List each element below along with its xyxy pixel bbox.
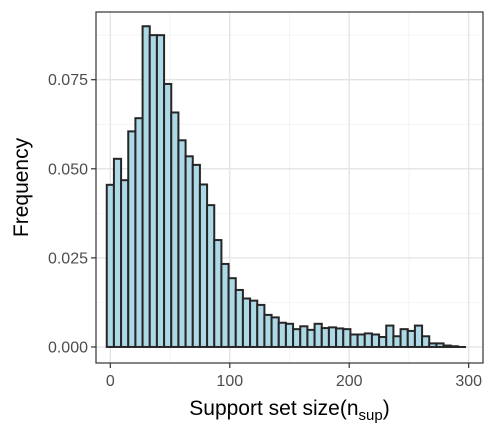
histogram-bar	[256, 303, 266, 348]
histogram-bar	[134, 117, 144, 348]
histogram-bar	[127, 130, 137, 348]
x-axis-title: Support set size(nsup)	[189, 397, 389, 424]
histogram-bar	[392, 335, 402, 348]
x-tick-label: 200	[336, 373, 363, 390]
y-tick-label: 0.050	[48, 161, 88, 178]
histogram-bar	[177, 139, 187, 348]
histogram-bar	[428, 342, 438, 348]
histogram-bar	[206, 204, 216, 348]
histogram-bar	[198, 183, 209, 348]
histogram-bar	[284, 322, 295, 348]
histogram-bar	[234, 288, 244, 348]
x-tick-label: 0	[106, 373, 115, 390]
histogram-bar	[277, 321, 287, 348]
histogram-bar	[170, 111, 180, 348]
histogram-bar	[313, 322, 323, 348]
histogram-bar	[191, 163, 201, 348]
y-tick-label: 0.075	[48, 72, 88, 89]
histogram-bar	[105, 183, 115, 348]
bars	[105, 25, 467, 348]
x-tick-label: 300	[455, 373, 482, 390]
histogram-bar	[399, 328, 409, 348]
tick-labels: 0.000 0.025 0.050 0.075 0 100 200 300	[48, 72, 482, 390]
histogram-bar	[385, 324, 395, 348]
histogram-bar	[449, 345, 459, 348]
histogram-bar	[442, 344, 452, 348]
histogram-bar	[120, 179, 130, 348]
histogram-bar	[292, 328, 302, 348]
histogram-bar	[241, 297, 252, 348]
histogram-bar	[249, 299, 259, 348]
histogram-bar	[112, 157, 123, 348]
histogram-bar	[320, 327, 330, 348]
panel-border	[95, 11, 484, 364]
histogram-bar	[342, 328, 352, 348]
histogram-bar	[306, 328, 316, 348]
histogram-bar	[299, 325, 309, 348]
histogram-bar	[363, 332, 373, 348]
histogram-bar	[155, 34, 166, 348]
histogram-bar	[378, 335, 388, 348]
y-tick-label: 0.025	[48, 250, 88, 267]
histogram-bar	[227, 277, 237, 348]
x-axis-title-subscript: sup	[359, 407, 383, 424]
histogram-bar	[220, 262, 230, 348]
histogram-bar	[349, 333, 359, 348]
histogram-bar	[406, 329, 416, 348]
histogram-bar	[435, 342, 445, 348]
histogram-bar	[213, 239, 223, 348]
x-axis-title-end: )	[383, 397, 390, 420]
y-tick-label: 0.000	[48, 339, 88, 356]
histogram-bar	[163, 82, 173, 348]
histogram-bar	[141, 25, 151, 348]
x-axis-title-main: Support set size(n	[189, 397, 358, 420]
histogram-bar	[356, 333, 366, 348]
histogram-bar	[270, 316, 280, 348]
x-tick-label: 100	[216, 373, 243, 390]
histogram-bar	[335, 327, 345, 348]
histogram-bar	[148, 34, 158, 348]
histogram-bar	[327, 326, 338, 348]
y-axis-title: Frequency	[10, 137, 33, 237]
axis-ticks	[91, 79, 470, 368]
histogram-bar	[421, 335, 431, 348]
histogram-bar	[184, 155, 194, 348]
histogram-bar	[263, 313, 273, 348]
histogram-bar	[370, 333, 381, 348]
histogram-bar	[413, 324, 424, 348]
